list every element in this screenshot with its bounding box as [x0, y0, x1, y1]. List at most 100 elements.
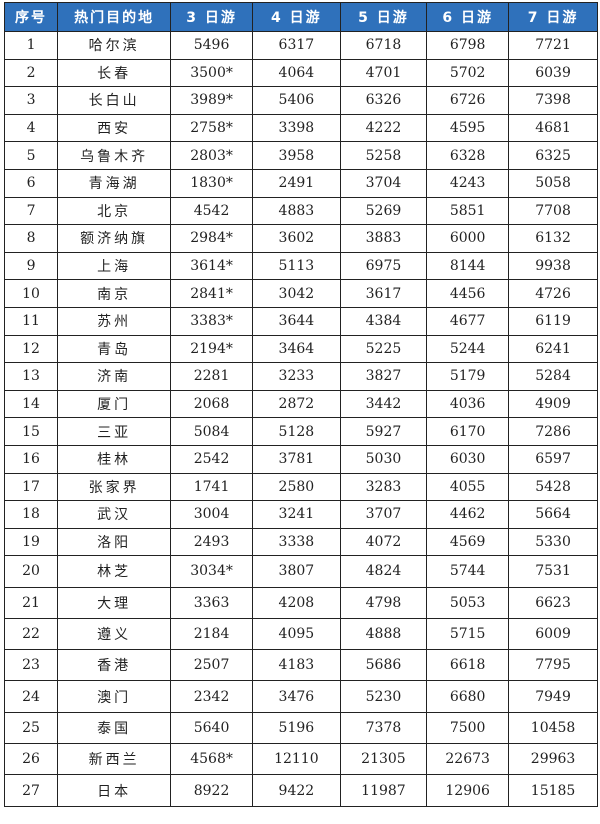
table-row: 3 长白山 3989* 5406 6326 6726 7398 [3, 86, 598, 115]
cell-5-day: 4824 [339, 555, 428, 588]
cell-3-day: 2984* [170, 224, 254, 253]
cell-5-day: 5225 [339, 334, 428, 364]
cell-4-day: 3476 [252, 680, 341, 713]
table-row: 15 三亚 5084 5128 5927 6170 7286 [3, 417, 598, 446]
cell-destination: 桂林 [57, 444, 172, 474]
table-row: 16 桂林 2542 3781 5030 6030 6597 [3, 444, 598, 474]
cell-5-day: 6718 [339, 31, 428, 60]
cell-4-day: 3644 [252, 306, 341, 336]
cell-index: 2 [3, 58, 59, 88]
cell-7-day: 5058 [508, 168, 598, 198]
table-row: 12 青岛 2194* 3464 5225 5244 6241 [3, 334, 598, 364]
cell-4-day: 12110 [252, 743, 341, 776]
cell-3-day: 3383* [170, 306, 254, 336]
cell-index: 13 [3, 362, 59, 391]
cell-6-day: 4456 [426, 279, 510, 308]
cell-7-day: 6623 [508, 586, 598, 619]
cell-6-day: 4595 [426, 113, 510, 143]
cell-6-day: 5851 [426, 196, 510, 226]
cell-3-day: 5496 [170, 31, 254, 60]
cell-4-day: 5196 [252, 711, 341, 745]
cell-index: 12 [3, 334, 59, 364]
cell-index: 25 [3, 711, 59, 745]
cell-6-day: 4569 [426, 527, 510, 557]
cell-7-day: 6597 [508, 444, 598, 474]
cell-7-day: 5330 [508, 527, 598, 557]
cell-7-day: 7286 [508, 417, 598, 446]
cell-3-day: 2841* [170, 279, 254, 308]
cell-7-day: 7708 [508, 196, 598, 226]
cell-destination: 厦门 [57, 389, 172, 419]
table-row: 26 新西兰 4568* 12110 21305 22673 29963 [3, 743, 598, 776]
cell-6-day: 6328 [426, 141, 510, 170]
cell-6-day: 4243 [426, 168, 510, 198]
table-row: 24 澳门 2342 3476 5230 6680 7949 [3, 680, 598, 713]
cell-3-day: 2803* [170, 141, 254, 170]
cell-destination: 额济纳旗 [57, 224, 172, 253]
cell-7-day: 7949 [508, 680, 598, 713]
cell-7-day: 9938 [508, 251, 598, 281]
cell-index: 7 [3, 196, 59, 226]
cell-index: 11 [3, 306, 59, 336]
cell-index: 14 [3, 389, 59, 419]
cell-6-day: 6680 [426, 680, 510, 713]
cell-4-day: 9422 [252, 774, 341, 807]
cell-index: 24 [3, 680, 59, 713]
cell-4-day: 4095 [252, 617, 341, 651]
cell-3-day: 2194* [170, 334, 254, 364]
cell-6-day: 5702 [426, 58, 510, 88]
table-row: 23 香港 2507 4183 5686 6618 7795 [3, 649, 598, 682]
cell-3-day: 3034* [170, 555, 254, 588]
cell-3-day: 5640 [170, 711, 254, 745]
cell-3-day: 2493 [170, 527, 254, 557]
cell-3-day: 2542 [170, 444, 254, 474]
cell-4-day: 6317 [252, 31, 341, 60]
cell-7-day: 4681 [508, 113, 598, 143]
cell-5-day: 5269 [339, 196, 428, 226]
table-row: 4 西安 2758* 3398 4222 4595 4681 [3, 113, 598, 143]
cell-index: 18 [3, 500, 59, 529]
table-row: 17 张家界 1741 2580 3283 4055 5428 [3, 472, 598, 502]
cell-7-day: 5428 [508, 472, 598, 502]
table-row: 11 苏州 3383* 3644 4384 4677 6119 [3, 306, 598, 336]
cell-destination: 上海 [57, 251, 172, 281]
table-row: 7 北京 4542 4883 5269 5851 7708 [3, 196, 598, 226]
cell-4-day: 5113 [252, 251, 341, 281]
cell-6-day: 6170 [426, 417, 510, 446]
cell-index: 27 [3, 774, 59, 807]
cell-destination: 长白山 [57, 86, 172, 115]
cell-6-day: 4677 [426, 306, 510, 336]
cell-5-day: 3704 [339, 168, 428, 198]
cell-7-day: 6325 [508, 141, 598, 170]
cell-index: 9 [3, 251, 59, 281]
cell-index: 21 [3, 586, 59, 619]
cell-5-day: 3442 [339, 389, 428, 419]
cell-4-day: 3233 [252, 362, 341, 391]
cell-7-day: 4726 [508, 279, 598, 308]
cell-7-day: 15185 [508, 774, 598, 807]
cell-6-day: 4462 [426, 500, 510, 529]
cell-destination: 张家界 [57, 472, 172, 502]
cell-7-day: 7531 [508, 555, 598, 588]
cell-destination: 三亚 [57, 417, 172, 446]
cell-6-day: 12906 [426, 774, 510, 807]
header-4-day: 4 日游 [252, 2, 341, 32]
table-row: 18 武汉 3004 3241 3707 4462 5664 [3, 500, 598, 529]
cell-5-day: 3707 [339, 500, 428, 529]
cell-4-day: 3398 [252, 113, 341, 143]
table-row: 22 遵义 2184 4095 4888 5715 6009 [3, 617, 598, 651]
cell-destination: 大理 [57, 586, 172, 619]
cell-4-day: 3781 [252, 444, 341, 474]
cell-4-day: 2580 [252, 472, 341, 502]
cell-destination: 青岛 [57, 334, 172, 364]
table-row: 21 大理 3363 4208 4798 5053 6623 [3, 586, 598, 619]
cell-destination: 武汉 [57, 500, 172, 529]
cell-4-day: 4883 [252, 196, 341, 226]
cell-7-day: 7398 [508, 86, 598, 115]
cell-4-day: 4208 [252, 586, 341, 619]
cell-4-day: 3464 [252, 334, 341, 364]
cell-destination: 洛阳 [57, 527, 172, 557]
cell-index: 4 [3, 113, 59, 143]
cell-index: 22 [3, 617, 59, 651]
cell-index: 5 [3, 141, 59, 170]
